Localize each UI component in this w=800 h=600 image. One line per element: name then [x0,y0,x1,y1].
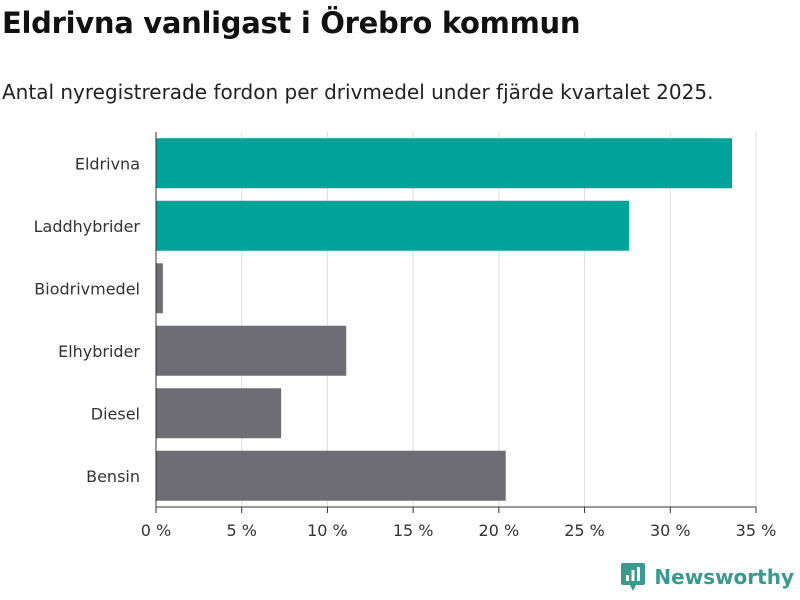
chart-title: Eldrivna vanligast i Örebro kommun [2,6,581,40]
category-label: Elhybrider [58,342,140,361]
x-tick-label: 20 % [479,521,520,540]
category-label: Diesel [91,404,140,423]
category-label: Bensin [86,467,140,486]
category-labels: Eldrivna Laddhybrider Biodrivmedel Elhybrid… [34,154,141,486]
bars [156,138,732,501]
bar [156,200,630,251]
x-tick-label: 0 % [141,521,171,540]
x-tick-label: 15 % [393,521,434,540]
bar [156,325,347,376]
x-tick-label: 25 % [564,521,605,540]
x-tick-label: 10 % [307,521,348,540]
bar [156,450,506,501]
x-tick-label: 5 % [226,521,256,540]
x-tick-label: 30 % [650,521,691,540]
bar [156,138,732,189]
category-label: Eldrivna [75,154,140,173]
brand-logo: Newsworthy [620,562,794,592]
x-tick-label: 35 % [736,521,777,540]
bar [156,388,282,439]
bar [156,263,163,314]
brand-name: Newsworthy [654,565,794,589]
category-label: Biodrivmedel [34,279,140,298]
grid-lines [241,132,757,507]
category-label: Laddhybrider [34,217,141,236]
x-axis: 0 % 5 % 10 % 15 % 20 % 25 % 30 % 35 % [141,132,777,540]
chart-subtitle: Antal nyregistrerade fordon per drivmede… [2,80,714,104]
bar-chart-pin-logo-icon [621,563,646,591]
